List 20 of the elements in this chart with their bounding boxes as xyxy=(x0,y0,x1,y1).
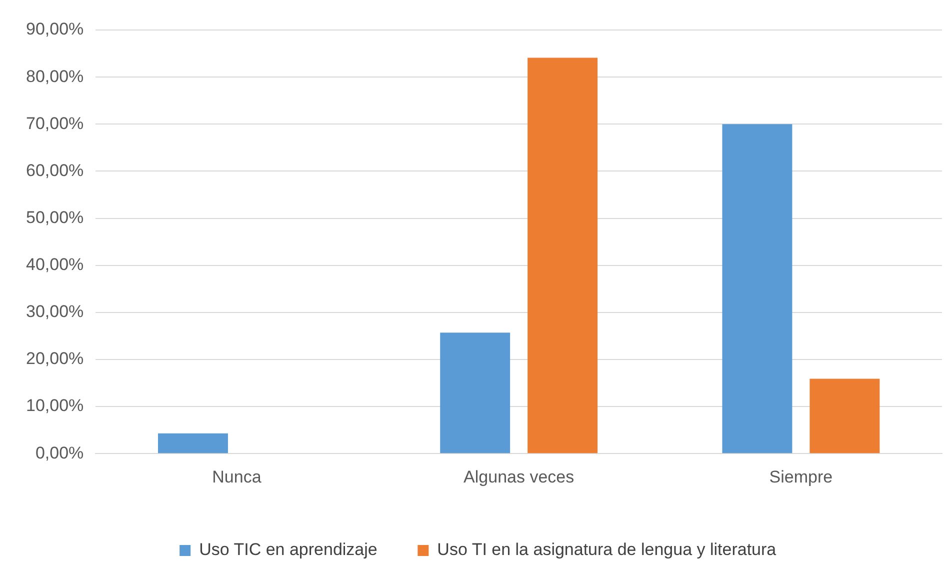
legend-label: Uso TIC en aprendizaje xyxy=(199,540,378,560)
y-tick-label: 0,00% xyxy=(35,443,84,462)
y-tick-label: 70,00% xyxy=(26,114,84,133)
y-tick-label: 10,00% xyxy=(26,396,84,416)
bar xyxy=(528,58,598,454)
x-tick-label: Algunas veces xyxy=(464,467,574,486)
x-tick-label: Nunca xyxy=(212,467,262,486)
y-tick-label: 40,00% xyxy=(26,255,84,274)
bar xyxy=(810,378,880,454)
bar xyxy=(158,433,228,454)
legend-label: Uso TI en la asignatura de lengua y literatura xyxy=(437,540,777,560)
y-tick-label: 20,00% xyxy=(26,349,84,368)
bar xyxy=(440,332,510,454)
y-tick-label: 30,00% xyxy=(26,302,84,322)
y-tick-label: 90,00% xyxy=(26,20,84,39)
bar xyxy=(722,124,792,454)
y-tick-label: 50,00% xyxy=(26,208,84,227)
y-tick-label: 60,00% xyxy=(26,160,84,180)
y-tick-label: 80,00% xyxy=(26,66,84,86)
x-tick-label: Siempre xyxy=(769,467,833,486)
